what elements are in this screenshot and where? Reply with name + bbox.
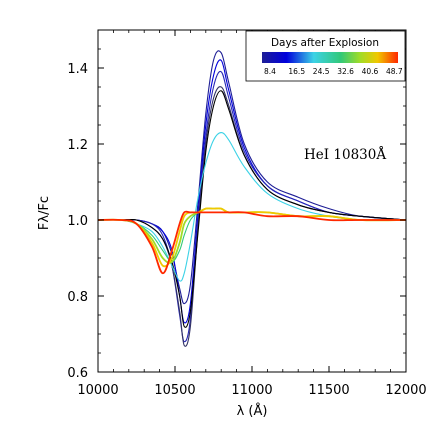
colorbar-tick-label: 24.5 — [313, 67, 330, 76]
colorbar-tick-label: 8.4 — [264, 67, 276, 76]
series-line-day-32-6 — [98, 132, 406, 282]
legend-title: Days after Explosion — [271, 37, 379, 49]
x-tick-label: 12000 — [385, 383, 426, 398]
x-tick-label: 10500 — [154, 383, 195, 398]
x-axis-title: λ (Å) — [237, 403, 268, 419]
annotation-hei: HeI 10830Å — [304, 147, 386, 163]
y-axis-title: Fλ/Fc — [37, 196, 52, 230]
colorbar-tick-label: 48.7 — [386, 67, 403, 76]
series-layer — [98, 50, 406, 347]
colorbar-tick-label: 16.5 — [288, 67, 305, 76]
y-tick-label: 1.0 — [67, 214, 88, 229]
series-line-day-48-7 — [98, 210, 406, 275]
colorbar-tick-label: 40.6 — [362, 67, 379, 76]
series-line-day-24-5 — [98, 90, 406, 328]
series-line-day-12 — [98, 59, 406, 324]
ticks-layer: 10000 10500 11000 11500 12000 0.6 0.8 1.0 1.2 1.4 — [67, 30, 427, 398]
series-line-day-44 — [98, 207, 406, 268]
series-line-day-16-5 — [98, 70, 406, 343]
colorbar — [262, 52, 398, 63]
x-tick-label: 11000 — [231, 383, 272, 398]
x-tick-label: 10000 — [77, 383, 118, 398]
legend: Days after Explosion 8.4 16.5 24.5 32.6 40.6… — [245, 30, 406, 82]
x-tick-label: 11500 — [308, 383, 349, 398]
colorbar-ticks: 8.4 16.5 24.5 32.6 40.6 48.7 — [264, 67, 403, 76]
y-tick-label: 1.4 — [67, 62, 88, 77]
y-tick-label: 0.8 — [67, 290, 88, 305]
y-tick-label: 0.6 — [67, 366, 88, 381]
y-tick-label: 1.2 — [67, 138, 88, 153]
colorbar-tick-label: 32.6 — [337, 67, 354, 76]
